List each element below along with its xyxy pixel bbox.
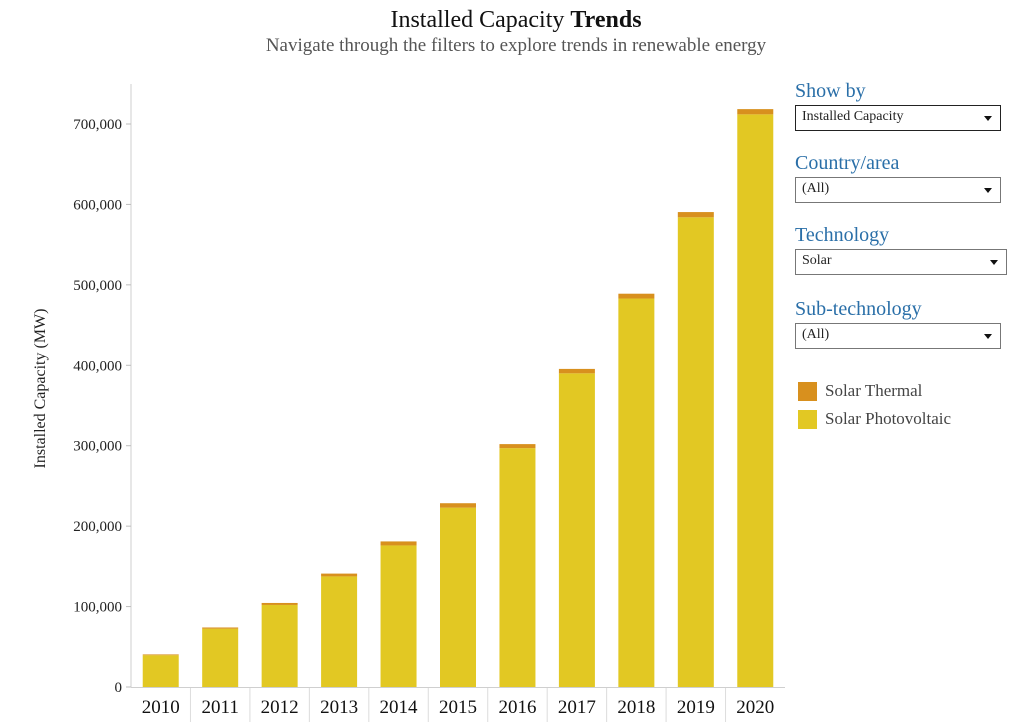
x-tick-label: 2010 (142, 697, 180, 718)
chevron-down-icon (984, 116, 992, 121)
y-tick-label: 100,000 (73, 600, 122, 616)
bar-solar-thermal-2015 (440, 503, 476, 508)
bar-solar-photovoltaic-2011 (202, 628, 239, 687)
x-tick-label: 2019 (677, 697, 715, 718)
sub-technology-value: (All) (802, 327, 830, 342)
country-value: (All) (802, 181, 830, 196)
chevron-down-icon (984, 334, 992, 339)
chart-title: Installed Capacity Trends (0, 7, 1024, 34)
chart-subtitle: Navigate through the filters to explore … (265, 35, 767, 56)
bar-solar-photovoltaic-2016 (499, 448, 536, 687)
filter-show-by: Show by Installed Capacity (795, 79, 1010, 131)
country-dropdown[interactable]: (All) (795, 177, 1001, 203)
bar-solar-photovoltaic-2019 (677, 217, 714, 687)
title-bold: Trends (570, 7, 642, 33)
bar-solar-photovoltaic-2014 (380, 545, 417, 687)
country-label: Country/area (795, 152, 900, 174)
filter-technology: Technology Solar (795, 223, 1010, 275)
x-tick-label: 2020 (736, 697, 774, 718)
x-tick-label: 2014 (380, 697, 419, 718)
bar-solar-thermal-2018 (618, 293, 655, 299)
bar-solar-thermal-2012 (261, 602, 298, 605)
y-tick-label: 300,000 (73, 439, 122, 455)
chevron-down-icon (990, 260, 998, 265)
bar-solar-photovoltaic-2017 (558, 373, 595, 687)
legend-swatch (798, 409, 817, 429)
bar-solar-photovoltaic-2010 (142, 655, 179, 687)
legend-item-solar-photovoltaic[interactable]: Solar Photovoltaic (798, 405, 951, 433)
bar-solar-photovoltaic-2015 (440, 507, 476, 687)
filter-country: Country/area (All) (795, 151, 1010, 203)
technology-dropdown[interactable]: Solar (795, 249, 1007, 275)
bar-solar-photovoltaic-2018 (618, 298, 655, 687)
x-tick-label: 2013 (320, 697, 358, 718)
filters-panel: Show by Installed Capacity Country/area … (795, 79, 1010, 349)
legend-label: Solar Thermal (825, 381, 923, 400)
legend-label: Solar Photovoltaic (825, 409, 952, 428)
chevron-down-icon (984, 188, 992, 193)
x-tick-label: 2015 (439, 697, 477, 718)
bar-solar-thermal-2011 (202, 627, 239, 629)
x-tick-label: 2011 (202, 697, 239, 718)
bar-chart: 0 100,000 200,000 300,000 400,000 500,000 600,… (32, 84, 785, 722)
x-tick-label: 2012 (261, 697, 299, 718)
x-tick-label: 2016 (498, 697, 536, 718)
y-axis-title: Installed Capacity (MW) (32, 309, 49, 469)
technology-value: Solar (802, 253, 832, 268)
x-tick-label: 2017 (558, 697, 596, 718)
bar-solar-thermal-2016 (499, 444, 536, 449)
sub-technology-label: Sub-technology (795, 298, 922, 320)
y-tick-label: 700,000 (73, 117, 122, 133)
y-tick-label: 400,000 (73, 358, 122, 374)
legend-swatch (798, 381, 817, 401)
y-tick-label: 600,000 (73, 197, 122, 213)
bar-solar-photovoltaic-2020 (737, 114, 774, 687)
bar-solar-thermal-2017 (558, 368, 595, 374)
show-by-value: Installed Capacity (802, 109, 904, 124)
y-tick-label: 200,000 (73, 519, 122, 535)
bar-solar-thermal-2010 (142, 654, 179, 656)
bar-solar-photovoltaic-2012 (261, 604, 298, 687)
bar-solar-photovoltaic-2013 (321, 576, 358, 687)
y-tick-label: 0 (115, 680, 123, 696)
bar-solar-thermal-2014 (380, 541, 417, 546)
title-regular: Installed Capacity (390, 7, 565, 33)
y-tick-label: 500,000 (73, 278, 122, 294)
x-tick-label: 2018 (617, 697, 655, 718)
bar-solar-thermal-2019 (677, 212, 714, 218)
legend-item-solar-thermal[interactable]: Solar Thermal (798, 377, 951, 405)
bar-solar-thermal-2013 (321, 573, 358, 577)
show-by-dropdown[interactable]: Installed Capacity (795, 105, 1001, 131)
sub-technology-dropdown[interactable]: (All) (795, 323, 1001, 349)
bar-solar-thermal-2020 (737, 109, 774, 115)
technology-label: Technology (795, 224, 890, 246)
legend: Solar Thermal Solar Photovoltaic (798, 377, 951, 433)
show-by-label: Show by (795, 80, 866, 102)
filter-sub-technology: Sub-technology (All) (795, 297, 1010, 349)
